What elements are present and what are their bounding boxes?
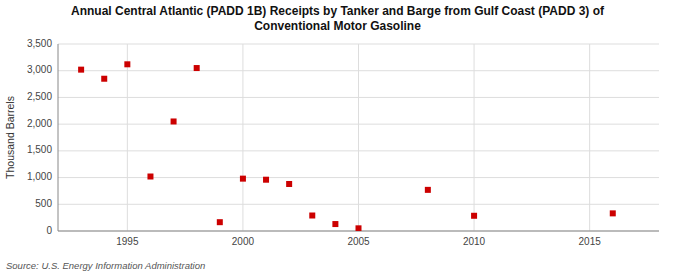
x-tick-label: 2015 xyxy=(579,236,602,247)
y-tick-label: 500 xyxy=(35,198,52,209)
point xyxy=(78,67,84,73)
title: Annual Central Atlantic (PADD 1B) Receip… xyxy=(71,4,605,33)
title-line: Conventional Motor Gasoline xyxy=(254,19,421,33)
y-tick-label: 1,500 xyxy=(27,144,52,155)
point xyxy=(101,76,107,82)
y-tick-label: 0 xyxy=(46,225,52,236)
y-tick-label: 1,000 xyxy=(27,171,52,182)
x-grid-line xyxy=(474,44,475,231)
point xyxy=(217,219,223,225)
point xyxy=(332,221,338,227)
x-grid-line xyxy=(589,44,590,231)
point xyxy=(286,181,292,187)
point xyxy=(171,118,177,124)
point xyxy=(194,65,200,71)
x-grid-line xyxy=(358,44,359,231)
axes: 0 500 1,000 1,500 2,000 2,500 3,000 3,500 1995 20… xyxy=(27,38,659,247)
x-tick-label: 1995 xyxy=(116,236,139,247)
point xyxy=(263,177,269,183)
y-tick-label: 3,500 xyxy=(27,38,52,49)
point xyxy=(356,225,362,231)
point xyxy=(471,213,477,219)
chart: 0 500 1,000 1,500 2,000 2,500 3,000 3,500 1995 20… xyxy=(0,0,675,275)
point xyxy=(425,187,431,193)
point xyxy=(240,176,246,182)
title-line: Annual Central Atlantic (PADD 1B) Receip… xyxy=(71,4,605,18)
source-note: Source: U.S. Energy Information Administ… xyxy=(6,260,205,271)
y-tick-label: 2,000 xyxy=(27,118,52,129)
point xyxy=(124,61,130,67)
x-tick-label: 2010 xyxy=(463,236,486,247)
y-axis-line xyxy=(58,44,59,231)
y-tick-label: 3,000 xyxy=(27,64,52,75)
y-tick-label: 2,500 xyxy=(27,91,52,102)
point xyxy=(610,210,616,216)
x-grid-line xyxy=(242,44,243,231)
grid xyxy=(58,44,659,231)
y-axis-label: Thousand Barrels xyxy=(4,96,16,179)
x-grid-line xyxy=(127,44,128,231)
point xyxy=(309,213,315,219)
x-tick-label: 2005 xyxy=(347,236,370,247)
points xyxy=(78,61,616,231)
point xyxy=(147,174,153,180)
x-tick-label: 2000 xyxy=(232,236,255,247)
